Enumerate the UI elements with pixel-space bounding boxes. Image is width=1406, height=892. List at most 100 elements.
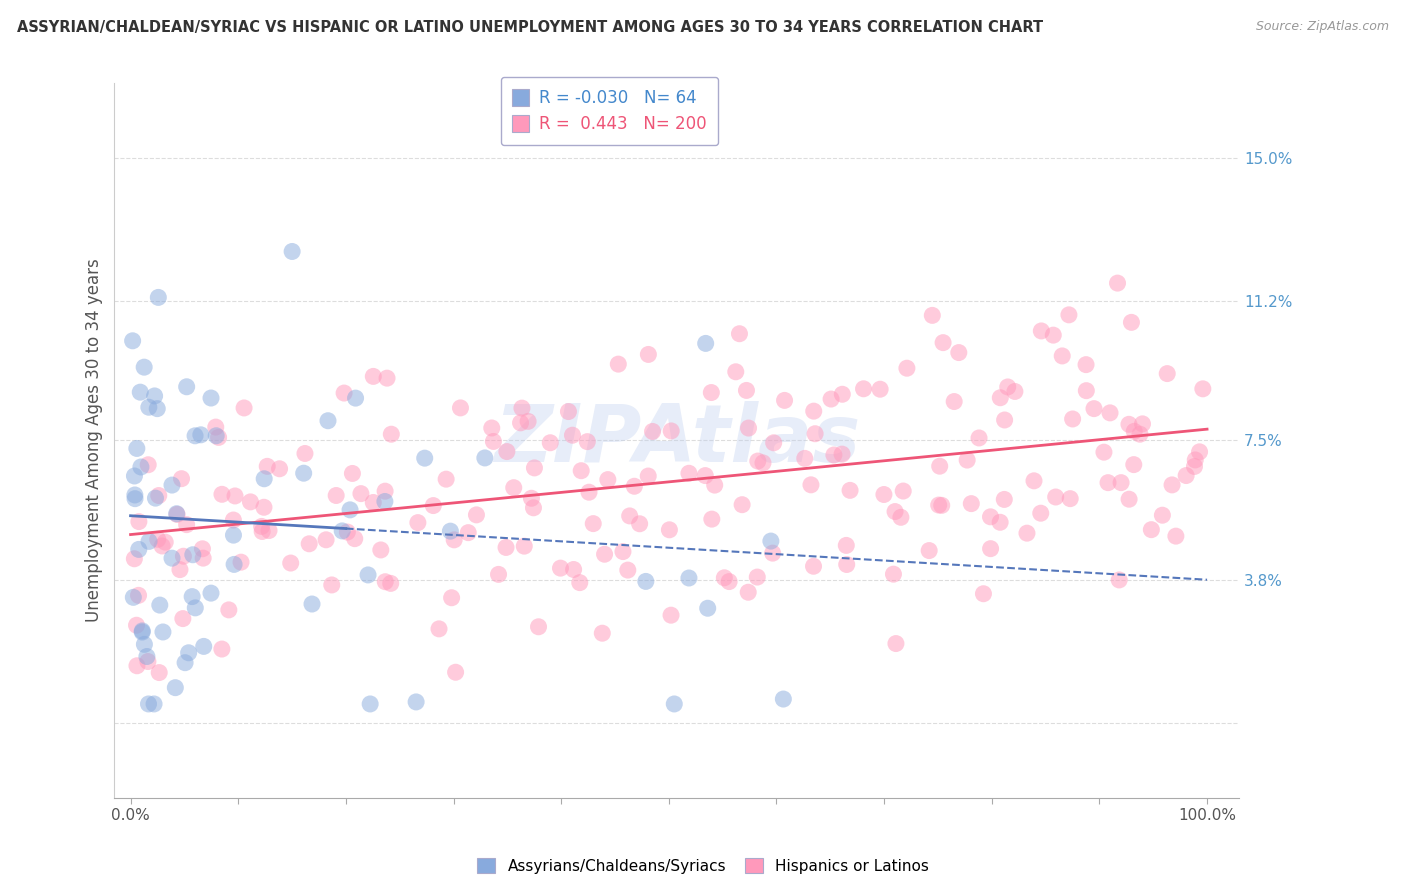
Point xyxy=(191,551,214,566)
Point xyxy=(1059,491,1081,506)
Point xyxy=(1156,367,1178,381)
Point xyxy=(444,665,467,680)
Point xyxy=(896,361,918,376)
Point xyxy=(229,555,252,569)
Point xyxy=(257,524,280,538)
Point xyxy=(700,512,723,526)
Text: ZIPAtlas: ZIPAtlas xyxy=(494,401,860,480)
Point xyxy=(918,543,941,558)
Point xyxy=(148,290,170,304)
Point xyxy=(1015,526,1038,541)
Point xyxy=(568,575,591,590)
Point xyxy=(1118,492,1140,507)
Point xyxy=(336,524,359,539)
Point xyxy=(124,491,146,506)
Point xyxy=(325,488,347,502)
Point xyxy=(166,507,188,521)
Point xyxy=(253,472,276,486)
Point xyxy=(664,697,686,711)
Point xyxy=(637,347,659,361)
Point xyxy=(980,541,1002,556)
Point xyxy=(134,637,156,651)
Point xyxy=(148,489,170,503)
Point xyxy=(239,495,262,509)
Point xyxy=(561,428,583,442)
Point xyxy=(333,386,356,401)
Point xyxy=(1108,573,1130,587)
Point xyxy=(128,588,150,602)
Point xyxy=(835,558,858,572)
Point xyxy=(1107,276,1129,290)
Point xyxy=(557,404,579,418)
Point xyxy=(1184,453,1206,467)
Point xyxy=(695,336,717,351)
Point xyxy=(1097,475,1119,490)
Point xyxy=(413,451,436,466)
Point xyxy=(380,576,402,591)
Point xyxy=(659,608,682,623)
Point xyxy=(124,551,146,566)
Point xyxy=(443,533,465,547)
Point xyxy=(143,697,166,711)
Point xyxy=(931,499,953,513)
Point xyxy=(943,394,966,409)
Point xyxy=(1175,468,1198,483)
Point xyxy=(759,534,782,549)
Point xyxy=(762,546,785,560)
Point xyxy=(593,547,616,561)
Point xyxy=(793,451,815,466)
Point xyxy=(960,497,983,511)
Point xyxy=(1188,445,1211,459)
Point xyxy=(124,488,146,502)
Point xyxy=(1184,459,1206,474)
Point xyxy=(658,523,681,537)
Point xyxy=(301,597,323,611)
Point xyxy=(884,636,907,650)
Point xyxy=(439,524,461,538)
Point xyxy=(1123,425,1146,439)
Point xyxy=(405,695,427,709)
Point xyxy=(496,444,519,458)
Point xyxy=(762,435,785,450)
Point xyxy=(737,585,759,599)
Point xyxy=(482,434,505,449)
Point xyxy=(804,426,827,441)
Point xyxy=(465,508,488,522)
Point xyxy=(538,435,561,450)
Point xyxy=(823,448,845,462)
Point xyxy=(820,392,842,406)
Point xyxy=(800,478,823,492)
Point xyxy=(550,561,572,575)
Point xyxy=(136,655,159,669)
Point xyxy=(128,542,150,557)
Point xyxy=(695,468,717,483)
Point xyxy=(434,472,457,486)
Point xyxy=(884,504,907,518)
Point xyxy=(713,571,735,585)
Point xyxy=(177,646,200,660)
Point xyxy=(634,574,657,589)
Point xyxy=(1029,506,1052,520)
Point xyxy=(752,456,775,470)
Point xyxy=(1057,308,1080,322)
Point xyxy=(607,357,630,371)
Point xyxy=(138,534,160,549)
Point xyxy=(994,413,1017,427)
Point xyxy=(165,681,187,695)
Point xyxy=(1004,384,1026,399)
Point xyxy=(835,538,858,552)
Point xyxy=(350,486,373,500)
Point xyxy=(222,528,245,542)
Point xyxy=(169,563,191,577)
Point xyxy=(637,469,659,483)
Point xyxy=(513,539,536,553)
Point xyxy=(370,543,392,558)
Point xyxy=(150,539,173,553)
Point xyxy=(481,421,503,435)
Point xyxy=(134,360,156,375)
Point xyxy=(125,618,148,632)
Point xyxy=(143,389,166,403)
Point xyxy=(718,574,741,589)
Point xyxy=(422,499,444,513)
Point xyxy=(145,491,167,505)
